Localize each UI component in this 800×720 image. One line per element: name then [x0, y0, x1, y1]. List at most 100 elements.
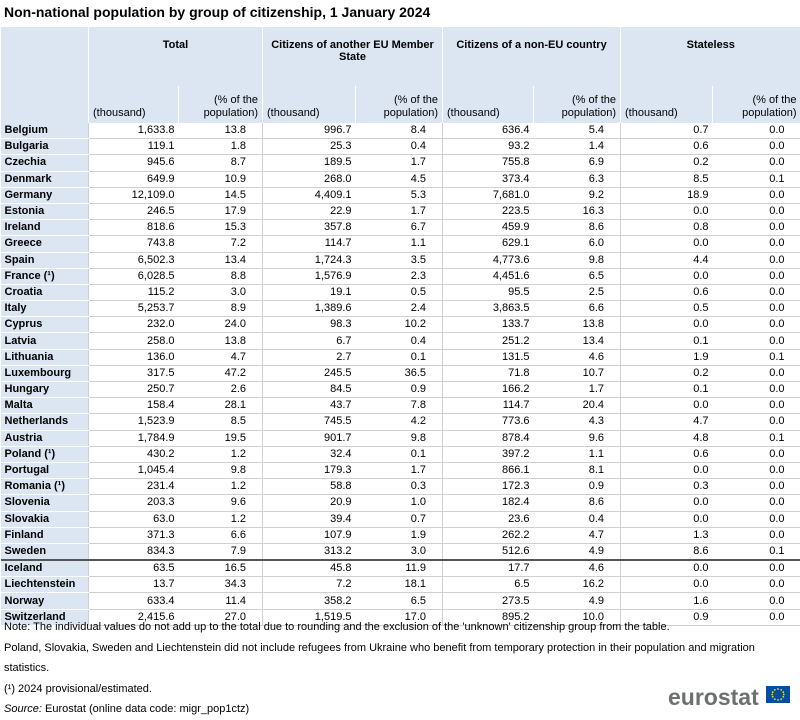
value-cell: 0.4	[356, 139, 443, 155]
value-cell: 0.0	[713, 252, 800, 268]
value-cell: 2.7	[263, 349, 356, 365]
value-cell: 0.4	[356, 333, 443, 349]
value-cell: 16.2	[534, 577, 621, 593]
country-cell: Slovakia	[1, 511, 89, 527]
group-header: Citizens of another EU Member State	[263, 27, 443, 86]
value-cell: 1.6	[621, 593, 713, 609]
value-cell: 1,576.9	[263, 268, 356, 284]
value-cell: 0.6	[621, 139, 713, 155]
country-cell: Lithuania	[1, 349, 89, 365]
unit-header: (thousand)	[263, 86, 356, 123]
value-cell: 119.1	[89, 139, 179, 155]
country-cell: Hungary	[1, 382, 89, 398]
value-cell: 158.4	[89, 398, 179, 414]
value-cell: 945.6	[89, 155, 179, 171]
value-cell: 901.7	[263, 430, 356, 446]
value-cell: 0.0	[621, 317, 713, 333]
value-cell: 0.0	[621, 462, 713, 478]
value-cell: 58.8	[263, 479, 356, 495]
value-cell: 16.5	[179, 560, 263, 577]
value-cell: 0.0	[621, 560, 713, 577]
value-cell: 0.2	[621, 365, 713, 381]
country-cell: Czechia	[1, 155, 89, 171]
value-cell: 0.7	[621, 123, 713, 139]
value-cell: 0.0	[621, 495, 713, 511]
value-cell: 98.3	[263, 317, 356, 333]
value-cell: 9.6	[534, 430, 621, 446]
country-cell: Portugal	[1, 462, 89, 478]
title: Non-national population by group of citi…	[4, 4, 430, 20]
value-cell: 5.4	[534, 123, 621, 139]
country-cell: Cyprus	[1, 317, 89, 333]
value-cell: 17.9	[179, 203, 263, 219]
value-cell: 3,863.5	[443, 301, 534, 317]
value-cell: 4,409.1	[263, 187, 356, 203]
value-cell: 24.0	[179, 317, 263, 333]
value-cell: 182.4	[443, 495, 534, 511]
country-cell: Luxembourg	[1, 365, 89, 381]
value-cell: 4.8	[621, 430, 713, 446]
value-cell: 7.2	[179, 236, 263, 252]
value-cell: 8.6	[534, 495, 621, 511]
value-cell: 8.6	[534, 220, 621, 236]
value-cell: 834.3	[89, 543, 179, 560]
value-cell: 1.7	[356, 155, 443, 171]
value-cell: 1,045.4	[89, 462, 179, 478]
value-cell: 9.2	[534, 187, 621, 203]
value-cell: 0.0	[713, 511, 800, 527]
value-cell: 0.0	[713, 365, 800, 381]
value-cell: 25.3	[263, 139, 356, 155]
value-cell: 245.5	[263, 365, 356, 381]
value-cell: 5,253.7	[89, 301, 179, 317]
value-cell: 1,389.6	[263, 301, 356, 317]
country-cell: Finland	[1, 527, 89, 543]
value-cell: 8.7	[179, 155, 263, 171]
value-cell: 0.1	[713, 349, 800, 365]
unit-header: (% of the population)	[356, 86, 443, 123]
value-cell: 1.7	[534, 382, 621, 398]
value-cell: 0.6	[621, 284, 713, 300]
value-cell: 7.2	[263, 577, 356, 593]
value-cell: 0.9	[356, 382, 443, 398]
value-cell: 114.7	[263, 236, 356, 252]
value-cell: 459.9	[443, 220, 534, 236]
value-cell: 0.0	[621, 268, 713, 284]
value-cell: 4.7	[179, 349, 263, 365]
country-cell: Norway	[1, 593, 89, 609]
value-cell: 0.0	[713, 187, 800, 203]
country-cell: Spain	[1, 252, 89, 268]
value-cell: 268.0	[263, 171, 356, 187]
value-cell: 0.0	[713, 236, 800, 252]
value-cell: 1,784.9	[89, 430, 179, 446]
value-cell: 8.6	[621, 543, 713, 560]
value-cell: 0.2	[621, 155, 713, 171]
value-cell: 250.7	[89, 382, 179, 398]
value-cell: 745.5	[263, 414, 356, 430]
value-cell: 203.3	[89, 495, 179, 511]
value-cell: 2.3	[356, 268, 443, 284]
value-cell: 172.3	[443, 479, 534, 495]
value-cell: 0.0	[713, 317, 800, 333]
value-cell: 28.1	[179, 398, 263, 414]
value-cell: 179.3	[263, 462, 356, 478]
value-cell: 20.4	[534, 398, 621, 414]
value-cell: 358.2	[263, 593, 356, 609]
value-cell: 13.8	[179, 333, 263, 349]
value-cell: 0.5	[621, 301, 713, 317]
value-cell: 6.6	[179, 527, 263, 543]
value-cell: 8.8	[179, 268, 263, 284]
value-cell: 0.0	[713, 593, 800, 609]
value-cell: 19.1	[263, 284, 356, 300]
value-cell: 6.6	[534, 301, 621, 317]
value-cell: 9.6	[179, 495, 263, 511]
